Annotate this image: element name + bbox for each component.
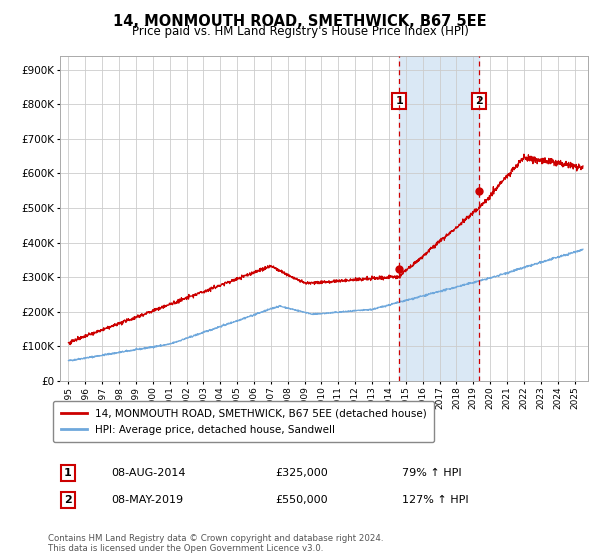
Legend: 14, MONMOUTH ROAD, SMETHWICK, B67 5EE (detached house), HPI: Average price, deta: 14, MONMOUTH ROAD, SMETHWICK, B67 5EE (d…: [53, 401, 434, 442]
Text: 2: 2: [64, 495, 71, 505]
Text: 2: 2: [475, 96, 483, 106]
Text: £550,000: £550,000: [275, 495, 328, 505]
Text: 1: 1: [64, 468, 71, 478]
Text: Price paid vs. HM Land Registry's House Price Index (HPI): Price paid vs. HM Land Registry's House …: [131, 25, 469, 38]
Text: 1: 1: [395, 96, 403, 106]
Text: 14, MONMOUTH ROAD, SMETHWICK, B67 5EE: 14, MONMOUTH ROAD, SMETHWICK, B67 5EE: [113, 14, 487, 29]
Text: 08-AUG-2014: 08-AUG-2014: [112, 468, 186, 478]
Text: 79% ↑ HPI: 79% ↑ HPI: [402, 468, 461, 478]
Text: Contains HM Land Registry data © Crown copyright and database right 2024.
This d: Contains HM Land Registry data © Crown c…: [48, 534, 383, 553]
Text: 08-MAY-2019: 08-MAY-2019: [112, 495, 184, 505]
Bar: [399, 56, 479, 381]
Text: £325,000: £325,000: [275, 468, 328, 478]
Text: 127% ↑ HPI: 127% ↑ HPI: [402, 495, 469, 505]
